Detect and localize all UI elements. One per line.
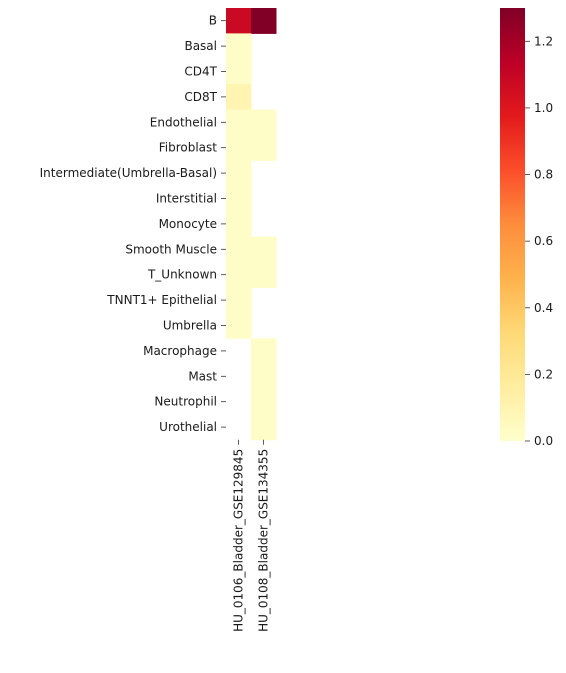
row-label: Umbrella — [163, 319, 217, 333]
colorbar-tick-label: 0.0 — [534, 434, 553, 448]
heatmap-cell — [251, 338, 277, 365]
heatmap-cell — [226, 185, 252, 212]
column-label: HU_0106_Bladder_GSE129845 — [232, 449, 246, 632]
row-label: Endothelial — [150, 115, 217, 129]
heatmap-cell — [226, 33, 252, 60]
heatmap-cell — [251, 109, 277, 136]
colorbar-tick-label: 1.0 — [534, 101, 553, 115]
heatmap-cell — [226, 84, 252, 111]
heatmap-cell — [251, 363, 277, 390]
heatmap-cell — [251, 262, 277, 288]
heatmap-cell — [226, 8, 252, 34]
heatmap-cell — [251, 135, 277, 161]
heatmap-cell — [226, 160, 252, 187]
heatmap-cell — [251, 414, 277, 441]
row-label: Intermediate(Umbrella-Basal) — [40, 166, 217, 180]
row-label: Macrophage — [143, 344, 217, 358]
colorbar-tick-label: 0.8 — [534, 168, 553, 182]
colorbar: 0.0 0.2 0.4 0.6 0.8 1.0 1.2 — [500, 8, 553, 448]
column-labels: HU_0106_Bladder_GSE129845 HU_0108_Bladder… — [232, 439, 271, 632]
colorbar-tick-label: 1.2 — [534, 34, 553, 48]
row-label: CD8T — [184, 90, 217, 104]
row-label: Basal — [184, 39, 217, 53]
heatmap-cell — [226, 236, 252, 263]
heatmap-cell — [226, 211, 252, 238]
row-labels: B Basal CD4T CD8T Endothelial Fibroblast Inter… — [40, 14, 226, 434]
heatmap-cell — [226, 58, 252, 85]
colorbar-tick-label: 0.4 — [534, 301, 553, 315]
row-label: T_Unknown — [147, 268, 217, 282]
row-label: Monocyte — [159, 217, 217, 231]
colorbar-gradient — [500, 8, 525, 441]
row-label: B — [209, 14, 217, 28]
row-label: Interstitial — [156, 192, 217, 206]
heatmap-cell — [226, 109, 252, 136]
heatmap-cell — [251, 236, 277, 263]
colorbar-tick-label: 0.2 — [534, 367, 553, 381]
heatmap-cell — [226, 135, 252, 161]
row-label: TNNT1+ Epithelial — [106, 293, 217, 307]
row-label: Mast — [188, 369, 217, 383]
row-label: Urothelial — [159, 420, 217, 434]
colorbar-tick-label: 0.6 — [534, 234, 553, 248]
column-label: HU_0108_Bladder_GSE134355 — [257, 449, 271, 632]
row-label: CD4T — [184, 65, 217, 79]
heatmap-cells — [226, 8, 277, 441]
heatmap-cell — [226, 262, 252, 288]
row-label: Neutrophil — [154, 395, 217, 409]
heatmap-cell — [251, 389, 277, 415]
heatmap-cell — [251, 8, 277, 34]
row-label: Smooth Muscle — [125, 242, 217, 256]
row-label: Fibroblast — [159, 141, 218, 155]
heatmap-cell — [226, 287, 252, 314]
heatmap-cell — [226, 312, 252, 339]
